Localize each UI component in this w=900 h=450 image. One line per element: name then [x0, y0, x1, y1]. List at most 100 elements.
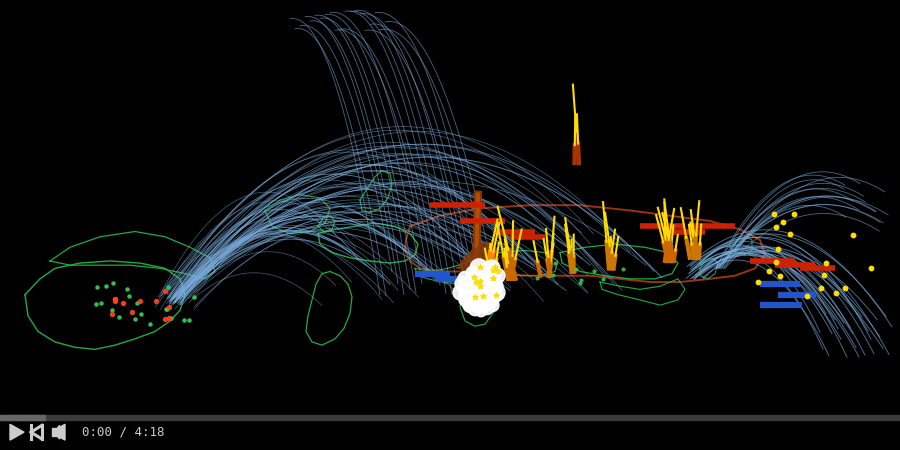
Point: [128, 316, 142, 323]
Point: [133, 297, 148, 304]
Point: [486, 267, 500, 274]
Circle shape: [480, 300, 494, 315]
Point: [94, 300, 108, 307]
Point: [547, 259, 562, 266]
Point: [159, 305, 174, 312]
Point: [106, 279, 121, 287]
Point: [787, 211, 801, 218]
Point: [596, 275, 610, 282]
Point: [818, 259, 832, 266]
Circle shape: [482, 271, 498, 288]
Point: [476, 292, 491, 299]
Point: [164, 315, 178, 322]
Point: [776, 219, 790, 226]
Point: [115, 300, 130, 307]
Point: [491, 267, 505, 274]
Point: [472, 278, 487, 285]
Point: [162, 303, 176, 310]
Polygon shape: [456, 242, 498, 276]
Point: [838, 285, 852, 292]
Point: [488, 263, 502, 270]
Circle shape: [487, 299, 499, 311]
Point: [468, 293, 482, 300]
Circle shape: [468, 284, 484, 301]
Circle shape: [475, 289, 489, 304]
Point: [134, 310, 148, 318]
Circle shape: [473, 299, 485, 311]
Point: [467, 274, 482, 281]
Circle shape: [458, 271, 472, 286]
Circle shape: [479, 270, 493, 285]
Circle shape: [483, 264, 501, 283]
Point: [182, 316, 196, 323]
Point: [817, 271, 832, 279]
Point: [769, 258, 783, 265]
Point: [486, 274, 500, 282]
Circle shape: [462, 281, 478, 298]
Circle shape: [473, 270, 491, 289]
Point: [769, 223, 783, 230]
Point: [104, 306, 119, 314]
Point: [485, 275, 500, 282]
Point: [574, 276, 589, 284]
Circle shape: [461, 279, 475, 293]
Point: [473, 283, 488, 290]
Circle shape: [470, 259, 488, 278]
Polygon shape: [10, 424, 24, 440]
Point: [122, 292, 137, 300]
Point: [529, 274, 544, 282]
Bar: [0, 415, 45, 420]
Circle shape: [455, 277, 469, 292]
Point: [864, 264, 878, 271]
Polygon shape: [468, 274, 492, 295]
Point: [771, 245, 786, 252]
Point: [572, 279, 587, 287]
Point: [149, 297, 164, 304]
Point: [158, 288, 172, 295]
Circle shape: [459, 286, 475, 303]
Circle shape: [475, 304, 487, 317]
Circle shape: [471, 279, 485, 293]
Circle shape: [479, 281, 497, 300]
Point: [104, 310, 119, 317]
Circle shape: [484, 292, 498, 307]
Circle shape: [489, 284, 505, 301]
Point: [177, 316, 192, 324]
Circle shape: [462, 297, 474, 310]
Point: [112, 314, 126, 321]
Point: [767, 210, 781, 217]
Circle shape: [463, 298, 477, 313]
Circle shape: [467, 273, 485, 292]
Point: [186, 293, 201, 301]
Circle shape: [487, 274, 501, 289]
Circle shape: [491, 268, 505, 283]
Circle shape: [453, 285, 467, 300]
Point: [162, 315, 176, 322]
Circle shape: [486, 286, 502, 303]
Circle shape: [478, 263, 492, 278]
Point: [616, 265, 630, 272]
Text: 0:00 / 4:18: 0:00 / 4:18: [82, 426, 165, 439]
Circle shape: [466, 266, 480, 281]
Point: [587, 267, 601, 274]
Point: [108, 297, 122, 305]
Point: [130, 300, 144, 307]
Point: [800, 292, 814, 300]
Circle shape: [464, 274, 480, 290]
Circle shape: [477, 279, 491, 293]
Circle shape: [472, 265, 488, 282]
Point: [783, 230, 797, 238]
Point: [469, 278, 483, 285]
Circle shape: [469, 292, 481, 304]
Point: [120, 285, 134, 292]
Circle shape: [489, 279, 503, 293]
Circle shape: [459, 293, 471, 306]
Point: [159, 305, 174, 312]
Point: [490, 292, 504, 299]
Point: [546, 272, 561, 279]
Point: [472, 264, 487, 271]
Point: [161, 283, 176, 290]
Point: [99, 282, 113, 289]
Point: [90, 284, 104, 291]
Polygon shape: [58, 424, 65, 440]
